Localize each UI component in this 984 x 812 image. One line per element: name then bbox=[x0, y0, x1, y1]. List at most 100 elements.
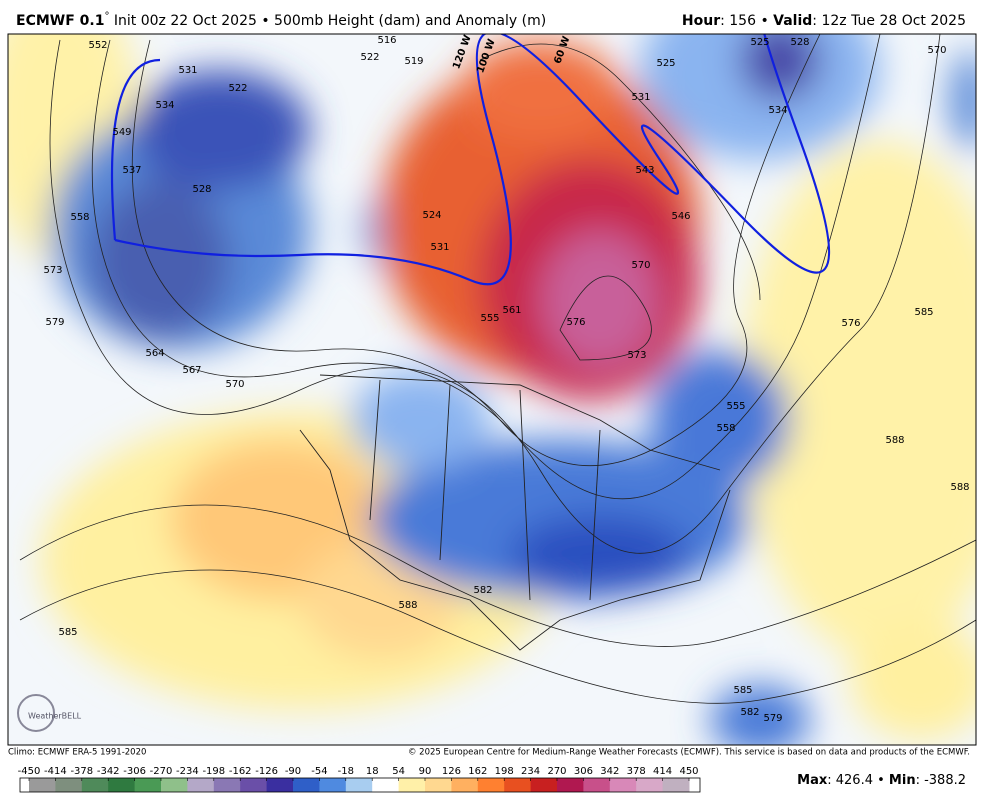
contour-label: 537 bbox=[122, 165, 141, 176]
contour-label: 522 bbox=[360, 52, 379, 63]
contour-label: 531 bbox=[631, 92, 650, 103]
contour-label: 561 bbox=[502, 305, 521, 316]
contour-label: 588 bbox=[950, 482, 969, 493]
colorbar-swatch bbox=[293, 778, 320, 792]
max-label: Max bbox=[797, 773, 828, 788]
colorbar-swatch bbox=[530, 778, 558, 792]
max-min: Max: 426.4 • Min: -388.2 bbox=[797, 773, 966, 788]
colorbar-tick-label: -18 bbox=[338, 766, 354, 777]
hour-value: : 156 • bbox=[720, 13, 773, 29]
colorbar-swatch bbox=[609, 778, 637, 792]
colorbar: -450 -414 -378 -342 -306 -270 -234 -198 -162 -126… bbox=[18, 766, 701, 793]
contour-label: 570 bbox=[631, 260, 650, 271]
contour-label: 546 bbox=[671, 211, 690, 222]
colorbar-tick-label: -414 bbox=[44, 766, 67, 777]
colorbar-swatch bbox=[504, 778, 532, 792]
contour-label: 585 bbox=[733, 685, 752, 696]
contour-label: 525 bbox=[750, 37, 769, 48]
colorbar-swatch bbox=[55, 778, 83, 792]
contour-label: 522 bbox=[228, 83, 247, 94]
colorbar-swatch bbox=[557, 778, 584, 792]
map: 552 531 534 522 549 537 528 558 573 579 564 567 570 5… bbox=[8, 34, 976, 745]
colorbar-tick-label: 306 bbox=[574, 766, 593, 777]
title: ECMWF 0.1° Init 00z 22 Oct 2025 • 500mb … bbox=[16, 11, 546, 29]
contour-label: 531 bbox=[430, 242, 449, 253]
min-value: : -388.2 bbox=[916, 773, 966, 788]
colorbar-swatch bbox=[161, 778, 188, 792]
colorbar-swatch bbox=[29, 778, 56, 792]
colorbar-swatch bbox=[372, 778, 400, 792]
colorbar-tick-label: 342 bbox=[600, 766, 619, 777]
colorbar-swatch bbox=[636, 778, 664, 792]
valid-time: Hour: 156 • Valid: 12z Tue 28 Oct 2025 bbox=[682, 13, 966, 29]
logo-text: WeatherBELL bbox=[28, 712, 82, 721]
colorbar-swatch bbox=[398, 778, 426, 792]
contour-label: 576 bbox=[566, 317, 585, 328]
colorbar-swatch bbox=[319, 778, 347, 792]
colorbar-swatch bbox=[240, 778, 268, 792]
copyright: © 2025 European Centre for Medium-Range … bbox=[408, 748, 970, 758]
colorbar-tick-label: 378 bbox=[627, 766, 646, 777]
contour-label: 570 bbox=[225, 379, 244, 390]
contour-label: 549 bbox=[112, 127, 131, 138]
colorbar-swatch bbox=[477, 778, 505, 792]
contour-label: 543 bbox=[635, 165, 654, 176]
contour-label: 567 bbox=[182, 365, 201, 376]
degree: ° bbox=[104, 11, 109, 22]
reference-contour bbox=[110, 34, 831, 286]
min-label: Min bbox=[889, 773, 916, 788]
model: ECMWF 0.1 bbox=[16, 13, 104, 29]
colorbar-tick-label: 54 bbox=[392, 766, 405, 777]
contour-label: 582 bbox=[740, 707, 759, 718]
contour-label: 579 bbox=[763, 713, 782, 724]
colorbar-swatch bbox=[662, 778, 690, 792]
contour-label: 525 bbox=[656, 58, 675, 69]
colorbar-tick-label: -90 bbox=[285, 766, 301, 777]
climo: Climo: ECMWF ERA-5 1991-2020 bbox=[8, 748, 146, 758]
colorbar-tick-label: -306 bbox=[123, 766, 146, 777]
height-contours bbox=[19, 34, 976, 704]
contour-label: 528 bbox=[192, 184, 211, 195]
borders bbox=[299, 374, 731, 651]
logo: WeatherBELL bbox=[17, 694, 82, 732]
colorbar-tick-label: 414 bbox=[653, 766, 672, 777]
colorbar-swatch bbox=[108, 778, 136, 792]
colorbar-tick-label: 90 bbox=[419, 766, 432, 777]
contour-label: 558 bbox=[70, 212, 89, 223]
colorbar-swatch bbox=[425, 778, 452, 792]
contour-label: 573 bbox=[627, 350, 646, 361]
contour-label: 588 bbox=[885, 435, 904, 446]
contour-label: 582 bbox=[473, 585, 492, 596]
colorbar-tick-label: -126 bbox=[255, 766, 278, 777]
colorbar-tick-label: 198 bbox=[495, 766, 514, 777]
colorbar-tick-label: 126 bbox=[442, 766, 461, 777]
contour-label: 519 bbox=[404, 56, 423, 67]
colorbar-frame bbox=[19, 777, 701, 793]
contour-label: 555 bbox=[726, 401, 745, 412]
colorbar-tick-label: -54 bbox=[311, 766, 327, 777]
contour-label: 576 bbox=[841, 318, 860, 329]
colorbar-tick-label: -198 bbox=[202, 766, 225, 777]
colorbar-tick-label: 234 bbox=[521, 766, 540, 777]
colorbar-swatch bbox=[266, 778, 294, 792]
colorbar-tick-label: -450 bbox=[18, 766, 41, 777]
contour-label: 552 bbox=[88, 40, 107, 51]
valid-label: Valid bbox=[773, 13, 812, 29]
max-value: : 426.4 • bbox=[827, 773, 889, 788]
colorbar-swatch bbox=[583, 778, 611, 792]
colorbar-tick-label: 18 bbox=[366, 766, 379, 777]
map-frame bbox=[7, 33, 977, 746]
description: Init 00z 22 Oct 2025 • 500mb Height (dam… bbox=[109, 13, 546, 29]
colorbar-swatch bbox=[187, 778, 215, 792]
contour-label: 555 bbox=[480, 313, 499, 324]
anomaly-field bbox=[8, 34, 976, 745]
colorbar-tick-label: -270 bbox=[150, 766, 173, 777]
contour-label: 516 bbox=[377, 35, 396, 46]
colorbar-tick-label: -234 bbox=[176, 766, 199, 777]
contour-label: 579 bbox=[45, 317, 64, 328]
contour-label: 528 bbox=[790, 37, 809, 48]
contour-label: 558 bbox=[716, 423, 735, 434]
valid-value: : 12z Tue 28 Oct 2025 bbox=[812, 13, 966, 29]
colorbar-swatch bbox=[81, 778, 109, 792]
colorbar-swatch bbox=[134, 778, 162, 792]
